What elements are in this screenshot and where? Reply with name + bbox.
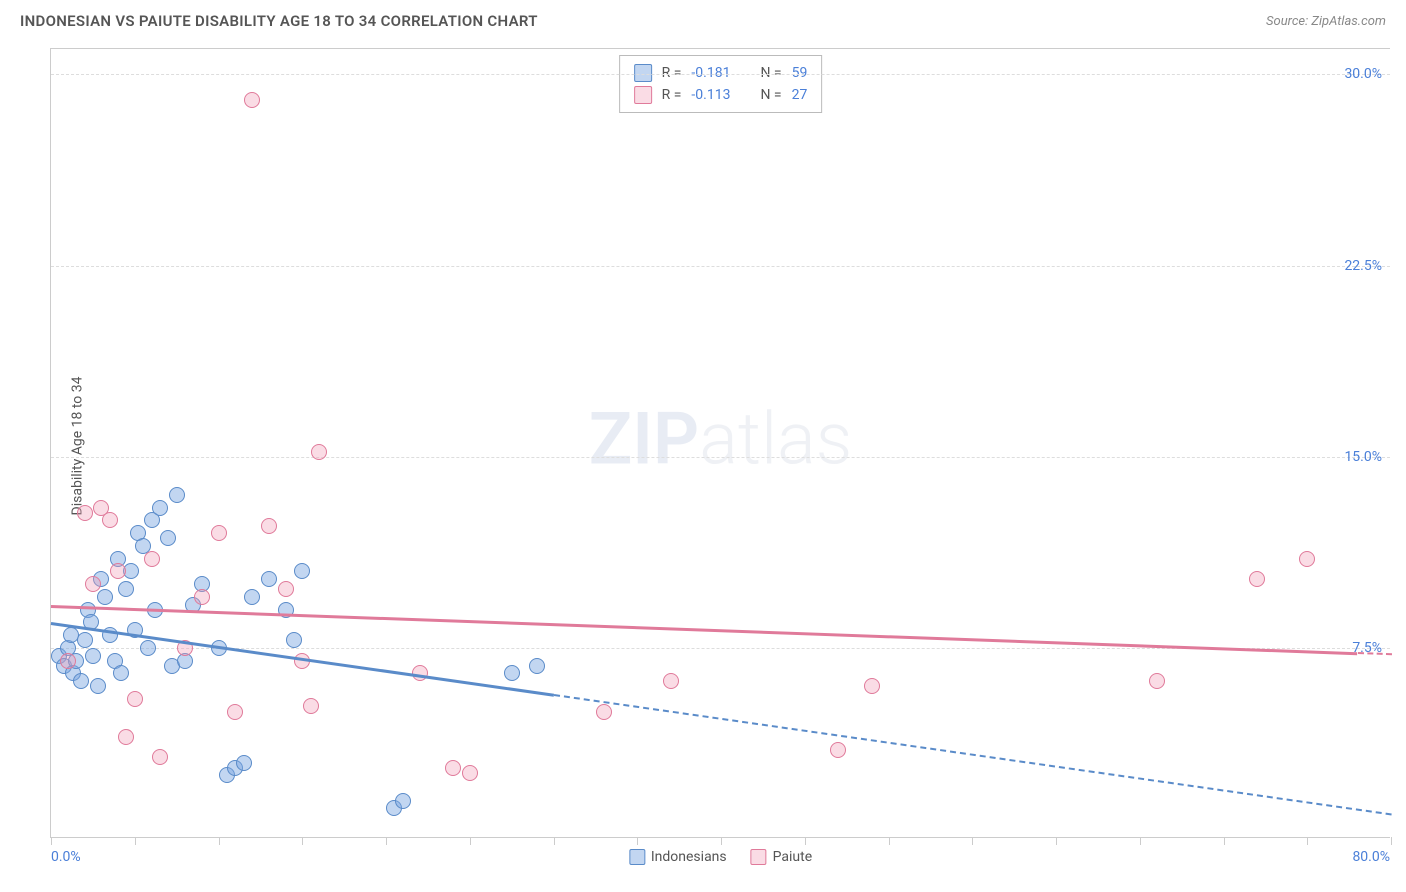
data-point (169, 487, 185, 503)
data-point (294, 563, 310, 579)
data-point (244, 92, 260, 108)
stat-r-value: -0.181 (691, 65, 730, 81)
legend-label: Paiute (773, 849, 813, 865)
data-point (286, 632, 302, 648)
data-point (113, 665, 129, 681)
data-point (73, 673, 89, 689)
x-tick (135, 837, 136, 845)
chart-title: INDONESIAN VS PAIUTE DISABILITY AGE 18 T… (20, 12, 538, 30)
x-tick (51, 837, 52, 845)
trend-line (51, 605, 1358, 655)
x-tick (637, 837, 638, 845)
x-axis-max-label: 80.0% (1352, 849, 1390, 865)
stats-row: R = -0.113 N = 27 (634, 84, 808, 106)
legend-item: Indonesians (629, 849, 727, 865)
y-tick-label: 15.0% (1344, 449, 1382, 465)
data-point (261, 518, 277, 534)
stat-n-value: 27 (792, 87, 808, 103)
stat-n-value: 59 (792, 65, 808, 81)
data-point (236, 755, 252, 771)
data-point (244, 589, 260, 605)
data-point (663, 673, 679, 689)
gridline (51, 74, 1390, 75)
data-point (445, 760, 461, 776)
x-tick (1391, 837, 1392, 845)
data-point (1299, 551, 1315, 567)
x-tick (889, 837, 890, 845)
x-tick (554, 837, 555, 845)
data-point (395, 793, 411, 809)
data-point (1149, 673, 1165, 689)
legend-swatch (634, 86, 652, 104)
gridline (51, 266, 1390, 267)
data-point (160, 530, 176, 546)
data-point (127, 691, 143, 707)
data-point (60, 653, 76, 669)
gridline (51, 457, 1390, 458)
x-tick (721, 837, 722, 845)
data-point (303, 698, 319, 714)
stat-r-label: R = (662, 87, 682, 103)
trend-line (553, 694, 1391, 816)
data-point (504, 665, 520, 681)
data-point (97, 589, 113, 605)
data-point (596, 704, 612, 720)
correlation-stats-box: R = -0.181 N = 59 R = -0.113 N = 27 (619, 55, 823, 113)
data-point (118, 581, 134, 597)
data-point (102, 512, 118, 528)
data-point (462, 765, 478, 781)
data-point (211, 525, 227, 541)
data-point (77, 505, 93, 521)
data-point (152, 500, 168, 516)
legend-swatch (634, 64, 652, 82)
x-tick (972, 837, 973, 845)
data-point (529, 658, 545, 674)
stats-row: R = -0.181 N = 59 (634, 62, 808, 84)
scatter-chart: ZIPatlas R =-0.181N =59R =-0.113N =27 0.… (50, 48, 1390, 838)
y-tick-label: 30.0% (1344, 66, 1382, 82)
data-point (85, 648, 101, 664)
x-axis-min-label: 0.0% (51, 849, 81, 865)
data-point (227, 704, 243, 720)
data-point (864, 678, 880, 694)
x-tick (1307, 837, 1308, 845)
data-point (311, 444, 327, 460)
x-tick (302, 837, 303, 845)
watermark-bold: ZIP (589, 396, 699, 481)
x-tick (1224, 837, 1225, 845)
x-tick (386, 837, 387, 845)
data-point (1249, 571, 1265, 587)
data-point (110, 563, 126, 579)
legend-label: Indonesians (651, 849, 727, 865)
stat-r-label: R = (662, 65, 682, 81)
data-point (118, 729, 134, 745)
data-point (261, 571, 277, 587)
data-point (144, 551, 160, 567)
data-point (152, 749, 168, 765)
data-point (830, 742, 846, 758)
data-point (140, 640, 156, 656)
stat-n-label: N = (760, 65, 781, 81)
x-tick (1140, 837, 1141, 845)
source-attribution: Source: ZipAtlas.com (1266, 14, 1386, 29)
data-point (90, 678, 106, 694)
watermark: ZIPatlas (589, 396, 853, 481)
data-point (77, 632, 93, 648)
legend-swatch (751, 849, 767, 865)
y-tick-label: 22.5% (1344, 258, 1382, 274)
data-point (278, 581, 294, 597)
stat-r-value: -0.113 (691, 87, 730, 103)
trend-line (51, 622, 554, 696)
stat-n-label: N = (760, 87, 781, 103)
x-tick (805, 837, 806, 845)
x-tick (219, 837, 220, 845)
legend-swatch (629, 849, 645, 865)
data-point (85, 576, 101, 592)
watermark-light: atlas (699, 396, 852, 481)
legend-item: Paiute (751, 849, 813, 865)
x-tick (1056, 837, 1057, 845)
x-tick (470, 837, 471, 845)
series-legend: Indonesians Paiute (629, 849, 812, 865)
data-point (194, 589, 210, 605)
